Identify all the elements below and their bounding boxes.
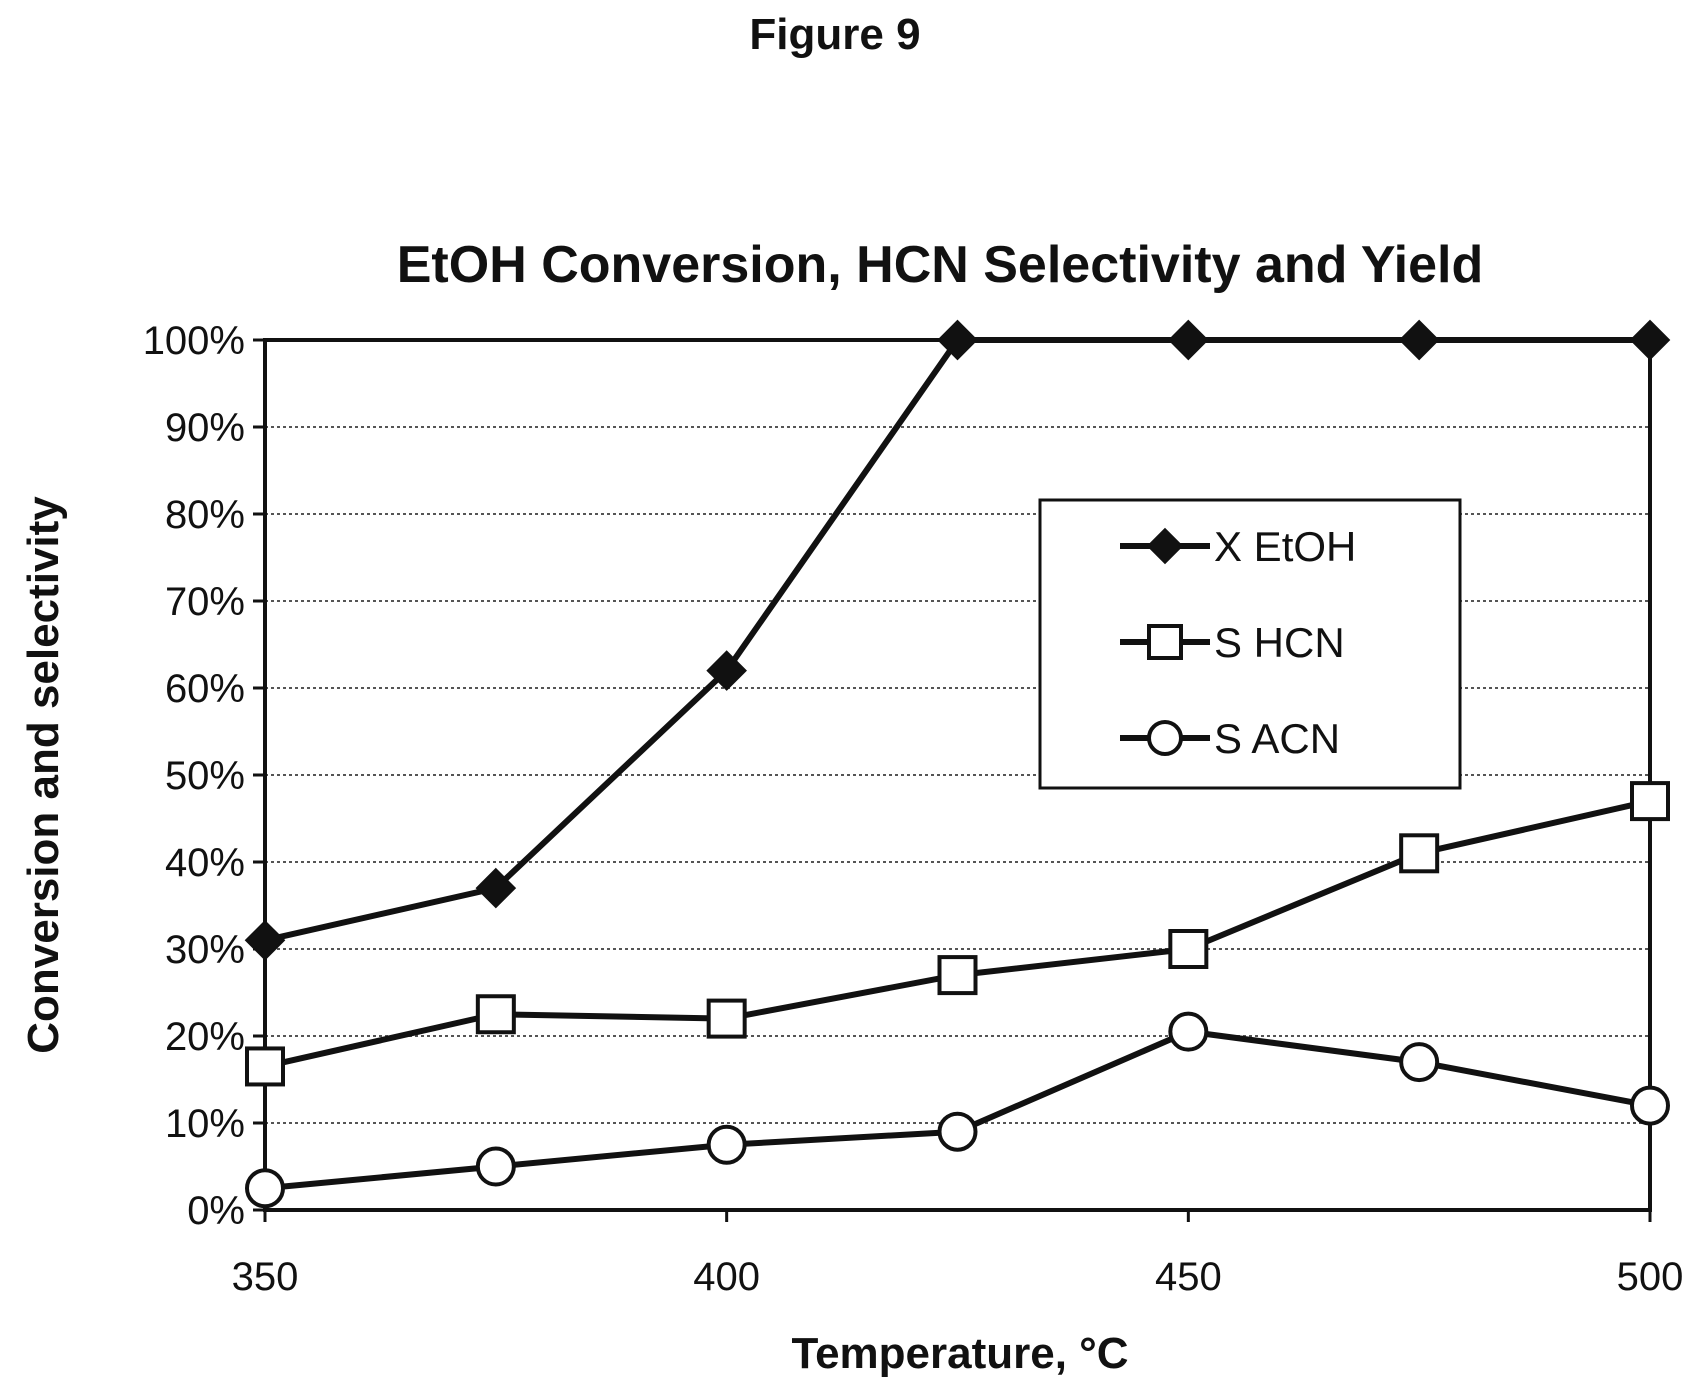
marker-circle [1630,1085,1670,1126]
legend-label: X EtOH [1214,523,1356,570]
marker-diamond [1398,319,1440,361]
y-tick-label: 0% [187,1189,245,1233]
marker-circle [1399,1042,1440,1083]
marker-square [706,998,747,1039]
legend-box [1038,498,1462,790]
series-group [244,319,1671,1209]
x-tick-label: 350 [232,1255,299,1299]
legend-item: S HCN [1120,619,1345,666]
y-tick-label: 80% [165,493,245,537]
marker-square [1399,833,1440,874]
marker-diamond [475,867,517,909]
figure-label: Figure 9 [749,10,921,59]
marker-circle [245,1168,285,1209]
series-line [264,1028,1651,1192]
marker-square [1147,624,1183,660]
y-tick-label: 100% [143,319,245,363]
x-tick-label: 450 [1155,1255,1222,1299]
x-tick-label: 500 [1617,1255,1684,1299]
series-s-hcn [245,781,1670,1087]
legend-item: S ACN [1120,715,1340,762]
marker-circle [706,1124,747,1165]
series-x-etoh [244,319,1671,961]
y-tick-label: 90% [165,406,245,450]
y-tick-label: 40% [165,841,245,885]
marker-diamond [244,919,286,961]
marker-circle [475,1146,516,1187]
marker-diamond [706,650,747,691]
x-axis-label: Temperature, °C [791,1329,1128,1378]
marker-square [1168,929,1209,969]
x-tick-label: 400 [693,1255,760,1299]
marker-circle [1147,720,1183,756]
series-line [264,798,1651,1070]
marker-diamond [937,319,978,361]
y-tick-label: 60% [165,667,245,711]
marker-square [245,1046,285,1087]
marker-square [937,955,978,996]
legend-label: S ACN [1214,715,1340,762]
legend: X EtOH S HCN S ACN [1038,498,1462,790]
chart-title: EtOH Conversion, HCN Selectivity and Yie… [397,236,1484,294]
marker-diamond [1146,527,1184,565]
series-s-acn [245,1011,1670,1209]
legend-label: S HCN [1214,619,1345,666]
y-axis: 0% 10% 20% 30% 40% 50% 60% 70% 80% 90% 100% [143,319,265,1233]
marker-circle [1168,1011,1209,1052]
marker-diamond [1629,319,1671,361]
y-tick-label: 50% [165,754,245,798]
marker-square [1630,781,1670,822]
y-axis-label: Conversion and selectivity [19,496,68,1054]
y-tick-label: 30% [165,928,245,972]
y-tick-label: 20% [165,1015,245,1059]
y-tick-label: 10% [165,1102,245,1146]
x-axis: 350 400 450 500 [232,1210,1684,1299]
legend-item: X EtOH [1120,523,1356,570]
marker-circle [937,1111,978,1152]
marker-diamond [1168,319,1209,361]
marker-square [475,994,516,1035]
y-tick-label: 70% [165,580,245,624]
